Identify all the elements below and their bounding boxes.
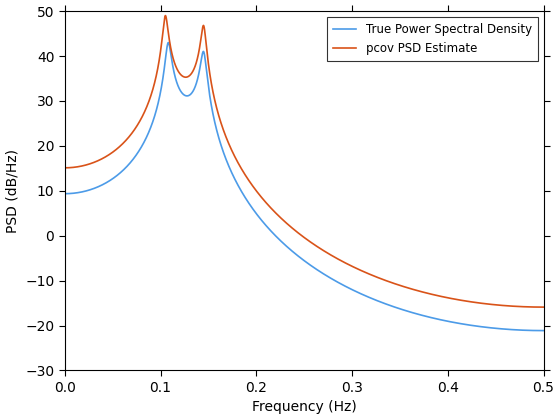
Line: True Power Spectral Density: True Power Spectral Density (65, 42, 544, 331)
True Power Spectral Density (407, 310, 414, 315)
X-axis label: Frequency (Hz): Frequency (Hz) (252, 400, 357, 415)
pcov PSD Estimate (316, 246, 323, 251)
True Power Spectral Density (470, 323, 477, 328)
pcov PSD Estimate (540, 304, 547, 310)
True Power Spectral Density (316, 269, 323, 274)
True Power Spectral Density (540, 328, 547, 333)
Line: pcov PSD Estimate: pcov PSD Estimate (65, 16, 544, 307)
pcov PSD Estimate (205, 62, 212, 67)
pcov PSD Estimate (62, 165, 68, 171)
True Power Spectral Density (205, 84, 212, 89)
True Power Spectral Density (62, 191, 68, 196)
True Power Spectral Density (165, 40, 172, 45)
pcov PSD Estimate (407, 286, 414, 291)
pcov PSD Estimate (470, 300, 477, 305)
pcov PSD Estimate (162, 13, 169, 18)
pcov PSD Estimate (256, 193, 263, 198)
True Power Spectral Density (256, 216, 263, 221)
Y-axis label: PSD (dB/Hz): PSD (dB/Hz) (6, 149, 20, 233)
Legend: True Power Spectral Density, pcov PSD Estimate: True Power Spectral Density, pcov PSD Es… (326, 17, 538, 61)
True Power Spectral Density (261, 221, 268, 226)
pcov PSD Estimate (261, 198, 268, 203)
